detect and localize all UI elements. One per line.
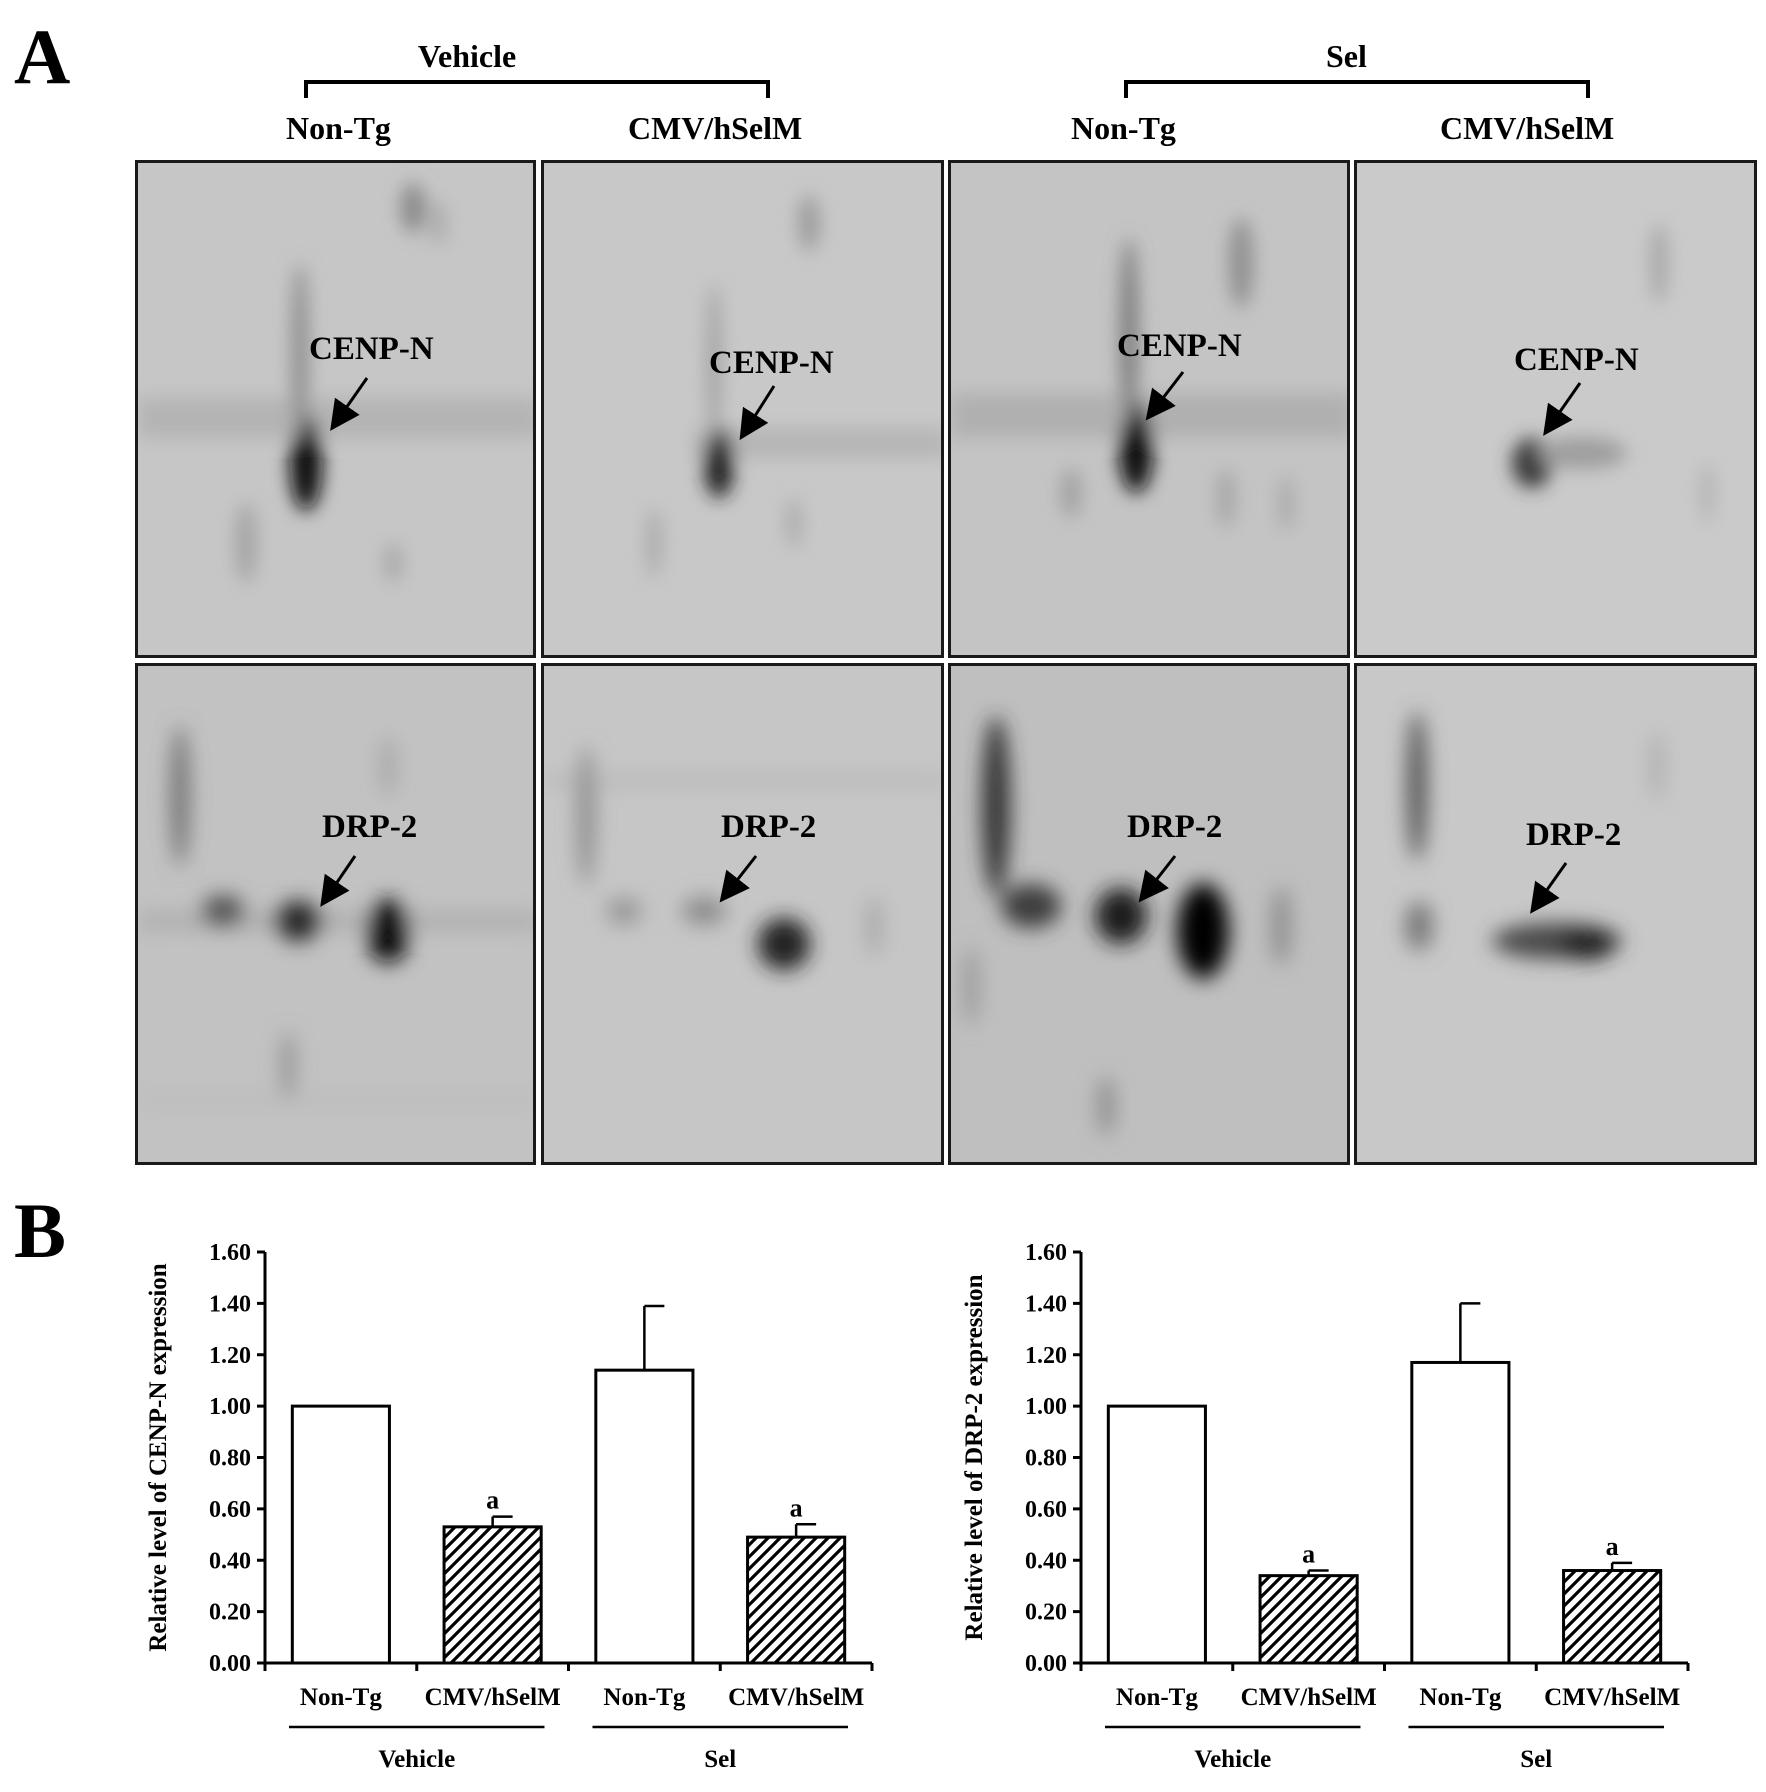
y-tick-label: 1.20 (1025, 1343, 1067, 1369)
y-axis-label: Relative level of DRP-2 expression (961, 1274, 988, 1640)
gel-cenpn-sel-cmv (1354, 160, 1757, 658)
gel-image (138, 666, 533, 1162)
spot-label-drp2-4: DRP-2 (1526, 817, 1622, 853)
x-tick-label: CMV/hSelM (425, 1684, 561, 1711)
gel-cenpn-sel-nontg (948, 160, 1350, 658)
y-tick-label: 1.20 (209, 1343, 251, 1369)
bar (442, 1525, 543, 1665)
group-label: Vehicle (1194, 1746, 1271, 1773)
y-tick-label: 0.60 (1025, 1497, 1067, 1523)
bar-chart-cenpn: 0.00 0.20 0.40 0.60 0.80 1.00 1.20 1.40 1.60 Rela… (145, 1240, 874, 1773)
gel-image (544, 666, 941, 1162)
y-tick-label: 1.00 (209, 1394, 251, 1420)
bar (1562, 1569, 1663, 1665)
gel-drp2-sel-cmv (1354, 663, 1757, 1165)
gel-image (951, 666, 1347, 1162)
y-tick-label: 0.80 (1025, 1446, 1067, 1472)
x-tick-label: Non-Tg (603, 1684, 685, 1711)
x-tick-label: CMV/hSelM (1241, 1684, 1377, 1711)
x-tick-label: CMV/hSelM (728, 1684, 864, 1711)
spot-label-cenpn-2: CENP-N (709, 345, 834, 381)
spot-label-drp2-2: DRP-2 (721, 809, 817, 845)
significance-label: a (790, 1493, 803, 1522)
gel-cenpn-vehicle-cmv (541, 160, 944, 658)
y-tick-label: 0.00 (1025, 1651, 1067, 1677)
gel-drp2-sel-nontg (948, 663, 1350, 1165)
group-label: Sel (704, 1746, 736, 1773)
y-tick-label: 0.40 (209, 1548, 251, 1574)
column-label-vehicle-cmv: CMV/hSelM (628, 110, 803, 146)
column-label-sel-nontg: Non-Tg (1071, 110, 1176, 146)
significance-label: a (486, 1486, 499, 1515)
column-label-vehicle-nontg: Non-Tg (286, 110, 391, 146)
group-bracket-sel (1124, 80, 1590, 98)
column-label-sel-cmv: CMV/hSelM (1440, 110, 1615, 146)
y-tick-label: 0.40 (1025, 1548, 1067, 1574)
panel-b-letter: B (14, 1187, 67, 1274)
bar (1106, 1404, 1207, 1665)
x-tick-label: Non-Tg (1419, 1684, 1501, 1711)
gel-drp2-vehicle-cmv (541, 663, 944, 1165)
gel-image (951, 163, 1347, 655)
spot-label-drp2-3: DRP-2 (1127, 809, 1223, 845)
group-label-vehicle: Vehicle (417, 38, 517, 74)
y-tick-label: 0.00 (209, 1651, 251, 1677)
y-tick-label: 0.60 (209, 1497, 251, 1523)
y-axis-label: Relative level of CENP-N expression (145, 1263, 172, 1651)
bar (594, 1368, 695, 1665)
gel-image (544, 163, 941, 655)
bar (290, 1404, 391, 1665)
y-tick-label: 1.40 (1025, 1291, 1067, 1317)
gel-cenpn-vehicle-nontg (135, 160, 536, 658)
y-tick-label: 1.60 (209, 1240, 251, 1266)
panel-a-letter: A (14, 13, 71, 100)
significance-label: a (1302, 1540, 1315, 1569)
spot-label-cenpn-4: CENP-N (1514, 342, 1639, 378)
x-tick-label: Non-Tg (1116, 1684, 1198, 1711)
group-bracket-vehicle (304, 80, 770, 98)
gel-image (138, 163, 533, 655)
bar (1410, 1360, 1511, 1665)
x-tick-label: Non-Tg (300, 1684, 382, 1711)
bar (746, 1535, 847, 1665)
bar-chart-drp2: 0.00 0.20 0.40 0.60 0.80 1.00 1.20 1.40 1.60 Rela… (961, 1240, 1690, 1773)
y-tick-label: 0.80 (209, 1446, 251, 1472)
group-label: Vehicle (378, 1746, 455, 1773)
gel-image (1357, 666, 1754, 1162)
spot-label-drp2-1: DRP-2 (322, 809, 418, 845)
gel-drp2-vehicle-nontg (135, 663, 536, 1165)
y-tick-label: 0.20 (209, 1600, 251, 1626)
y-tick-label: 1.60 (1025, 1240, 1067, 1266)
y-tick-label: 1.40 (209, 1291, 251, 1317)
spot-label-cenpn-1: CENP-N (309, 331, 434, 367)
x-tick-label: CMV/hSelM (1544, 1684, 1680, 1711)
significance-label: a (1606, 1532, 1619, 1561)
gel-image (1357, 163, 1754, 655)
group-label: Sel (1520, 1746, 1552, 1773)
spot-label-cenpn-3: CENP-N (1117, 328, 1242, 364)
y-tick-label: 1.00 (1025, 1394, 1067, 1420)
y-tick-label: 0.20 (1025, 1600, 1067, 1626)
bar (1258, 1574, 1359, 1665)
group-label-sel: Sel (1326, 38, 1367, 74)
